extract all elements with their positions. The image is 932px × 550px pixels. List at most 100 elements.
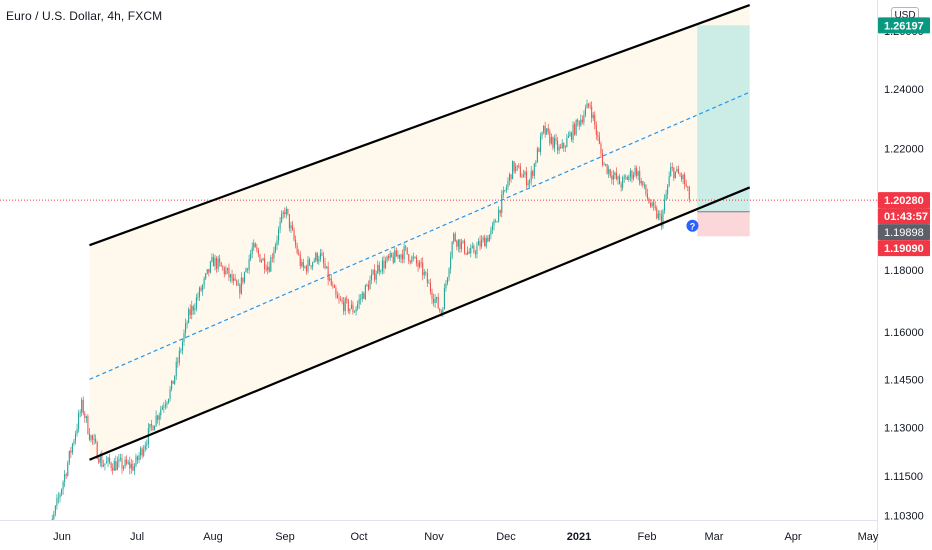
candle xyxy=(353,310,356,313)
candle xyxy=(259,253,261,263)
candle xyxy=(423,268,425,279)
candle xyxy=(406,247,408,255)
candle xyxy=(141,446,143,459)
candle xyxy=(51,514,53,520)
candle xyxy=(625,174,627,180)
candle xyxy=(166,401,168,409)
candle xyxy=(538,147,540,153)
candle xyxy=(577,118,579,127)
candle xyxy=(242,277,244,285)
candle xyxy=(264,253,266,274)
candle xyxy=(527,180,529,187)
candle xyxy=(189,304,191,319)
candle xyxy=(287,208,289,216)
candle xyxy=(606,163,608,175)
price-tag-label: 01:43:57 xyxy=(884,211,928,223)
candle xyxy=(123,465,125,472)
candle xyxy=(332,281,334,289)
candle xyxy=(541,131,543,140)
candle xyxy=(154,425,156,431)
candle xyxy=(417,260,419,272)
y-tick-label: 1.14500 xyxy=(884,374,924,386)
channel-fill xyxy=(89,5,750,460)
candle xyxy=(226,267,228,274)
candle xyxy=(460,238,462,253)
candle xyxy=(338,292,340,304)
candle xyxy=(510,174,512,183)
candle xyxy=(304,265,306,269)
candle xyxy=(608,165,610,179)
candle xyxy=(522,169,524,178)
candle xyxy=(369,275,371,290)
candle xyxy=(659,210,661,221)
candle xyxy=(450,251,452,274)
price-tag: 01:43:57 xyxy=(878,208,930,225)
candle xyxy=(526,166,528,189)
candle xyxy=(341,297,343,305)
candle xyxy=(352,301,354,315)
candle xyxy=(408,253,410,264)
y-tick-label: 1.10300 xyxy=(884,510,924,522)
price-tag-label: 1.20280 xyxy=(884,195,924,207)
candle xyxy=(124,456,126,469)
candle xyxy=(574,122,576,136)
candle xyxy=(445,280,447,292)
candle xyxy=(313,257,315,263)
candle xyxy=(233,274,235,286)
info-icon[interactable]: ? xyxy=(686,219,699,232)
candle xyxy=(681,172,683,182)
candle xyxy=(622,175,624,191)
candle xyxy=(278,226,280,246)
candle xyxy=(333,283,335,288)
candle xyxy=(276,235,278,250)
candle xyxy=(203,276,205,290)
candle xyxy=(44,546,45,550)
candle xyxy=(76,423,78,437)
price-tag-label: 1.19898 xyxy=(884,227,924,239)
candle xyxy=(291,220,294,232)
candle xyxy=(152,424,154,431)
candle xyxy=(174,375,176,386)
candle xyxy=(225,265,227,276)
candle xyxy=(595,121,597,140)
candle xyxy=(544,121,546,138)
candle xyxy=(305,264,307,275)
candle xyxy=(533,163,535,180)
candle xyxy=(634,165,636,177)
candle xyxy=(47,538,48,550)
candle xyxy=(651,201,653,208)
candle xyxy=(185,318,187,339)
candle xyxy=(671,162,673,172)
candle xyxy=(188,307,190,324)
candle xyxy=(519,163,521,178)
candle xyxy=(163,402,165,413)
candle xyxy=(229,273,232,283)
channel-upper-line xyxy=(89,4,751,247)
candle xyxy=(524,170,526,179)
candle xyxy=(597,130,599,142)
candle xyxy=(446,276,449,286)
candle xyxy=(405,244,407,252)
candle xyxy=(515,163,517,174)
candle xyxy=(181,338,183,355)
candle xyxy=(107,456,109,468)
candle xyxy=(507,177,509,191)
candle xyxy=(428,279,430,284)
candle xyxy=(601,149,604,167)
candle xyxy=(412,252,414,262)
candle xyxy=(386,255,388,263)
candle xyxy=(392,252,394,265)
candle xyxy=(282,210,284,219)
candle xyxy=(260,258,263,264)
candle xyxy=(316,251,318,265)
candle xyxy=(654,200,656,211)
candle xyxy=(231,269,233,284)
candle xyxy=(236,279,238,287)
candle xyxy=(505,184,507,193)
candle xyxy=(611,171,613,185)
candle xyxy=(433,293,435,307)
candle xyxy=(265,264,267,272)
candle xyxy=(105,456,108,464)
candle xyxy=(645,184,647,197)
